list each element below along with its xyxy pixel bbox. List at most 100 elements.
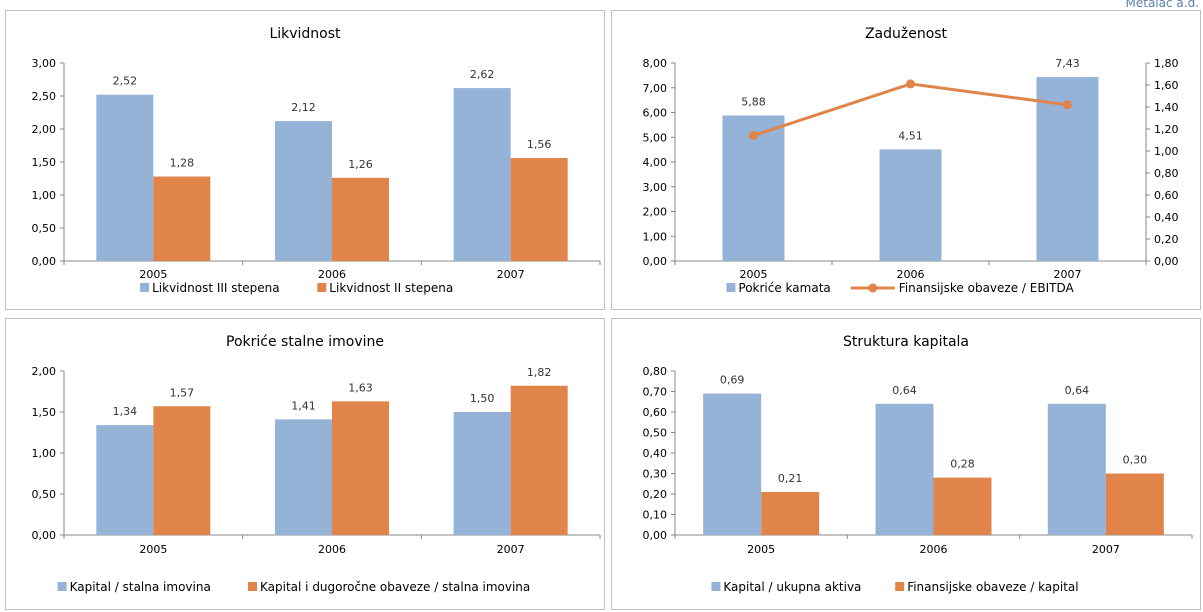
- data-label: 1,56: [527, 138, 552, 151]
- x-tick-label: 2006: [897, 268, 925, 281]
- legend-label: Kapital / stalna imovina: [70, 580, 211, 594]
- y2-tick-label: 1,80: [1154, 57, 1179, 70]
- y2-tick-label: 0,40: [1154, 211, 1179, 224]
- chart-svg: Likvidnost 0,00 0,50 1,00 1,50 2,00 2,50 3,00 20…: [32, 26, 601, 295]
- y-tick-label: 7,00: [643, 82, 668, 95]
- bar: [153, 176, 211, 261]
- bar: [332, 401, 389, 535]
- y-tick-label: 1,00: [32, 447, 57, 460]
- bar: [703, 393, 762, 535]
- line-series: [753, 82, 1068, 138]
- legend-swatch: [248, 582, 257, 591]
- bar: [332, 177, 389, 261]
- data-label: 4,51: [898, 129, 923, 142]
- y-tick-label: 2,50: [32, 90, 57, 103]
- x-tick-label: 2005: [139, 268, 167, 281]
- chart-svg: Zaduženost 0,00 1,00 2,00 3,00 4,00 5,00 6,00 7,…: [643, 26, 1179, 295]
- y-tick-label: 1,00: [643, 230, 668, 243]
- chart-svg: Struktura kapitala 0,00 0,10 0,20 0,30 0,40 0,…: [643, 334, 1193, 594]
- y-tick-label: 0,50: [643, 427, 668, 440]
- legend-swatch: [711, 582, 721, 591]
- bar: [153, 406, 211, 535]
- x-tick-label: 2006: [920, 543, 948, 556]
- legend-label: Kapital i dugoročne obaveze / stalna imo…: [260, 580, 530, 594]
- data-label: 2,62: [470, 68, 495, 81]
- bar: [453, 88, 511, 261]
- data-label: 0,30: [1123, 454, 1148, 467]
- data-label: 0,64: [1065, 384, 1090, 397]
- x-tick-label: 2005: [139, 543, 167, 556]
- y-tick-label: 1,50: [32, 156, 57, 169]
- y-tick-label: 0,30: [643, 468, 668, 481]
- legend-label: Likvidnost II stepena: [329, 281, 453, 295]
- chart-panel-pokrice: Pokriće stalne imovine 0,00 0,50 1,00 1,50 2,…: [5, 318, 605, 610]
- bar: [933, 477, 992, 535]
- chart-panel-likvidnost: Likvidnost 0,00 0,50 1,00 1,50 2,00 2,50 3,00 20…: [5, 10, 605, 310]
- data-label: 1,41: [291, 399, 316, 412]
- y2-tick-label: 0,20: [1154, 233, 1179, 246]
- bar: [510, 158, 568, 261]
- legend-swatch: [140, 283, 150, 292]
- y-tick-label: 0,50: [32, 222, 57, 235]
- legend-swatch: [317, 283, 327, 292]
- data-label: 0,21: [778, 472, 803, 485]
- y-tick-label: 0,70: [643, 386, 668, 399]
- bar: [453, 412, 511, 535]
- bar: [1105, 473, 1164, 535]
- line-point: [1063, 100, 1072, 110]
- y-tick-label: 0,00: [32, 255, 57, 268]
- y-tick-label: 2,00: [32, 365, 57, 378]
- bar: [275, 121, 332, 261]
- legend-swatch: [726, 283, 736, 292]
- y-tick-label: 0,40: [643, 447, 668, 460]
- x-tick-label: 2007: [1054, 268, 1082, 281]
- bar: [879, 149, 942, 261]
- x-tick-label: 2006: [318, 543, 346, 556]
- legend-swatch: [895, 582, 905, 591]
- bar: [96, 425, 154, 535]
- y-tick-label: 2,00: [643, 206, 668, 219]
- y2-tick-label: 1,00: [1154, 145, 1179, 158]
- legend-label: Finansijske obaveze / EBITDA: [899, 281, 1075, 295]
- y2-tick-label: 0,60: [1154, 189, 1179, 202]
- x-tick-label: 2007: [497, 543, 525, 556]
- y-tick-label: 0,50: [32, 488, 57, 501]
- chart-svg: Pokriće stalne imovine 0,00 0,50 1,00 1,50 2,…: [32, 334, 601, 594]
- x-tick-label: 2006: [318, 268, 346, 281]
- data-label: 1,82: [527, 366, 552, 379]
- x-tick-label: 2005: [747, 543, 775, 556]
- y-tick-label: 4,00: [643, 156, 668, 169]
- bar: [761, 491, 820, 535]
- x-tick-label: 2007: [497, 268, 525, 281]
- data-label: 1,26: [348, 158, 373, 171]
- y-tick-label: 1,00: [32, 189, 57, 202]
- legend-label: Likvidnost III stepena: [152, 281, 279, 295]
- y-tick-label: 8,00: [643, 57, 668, 70]
- y2-tick-label: 0,80: [1154, 167, 1179, 180]
- y-tick-label: 0,20: [643, 488, 668, 501]
- legend-label: Pokriće kamata: [738, 281, 830, 295]
- x-tick-label: 2007: [1092, 543, 1120, 556]
- bar: [875, 403, 934, 535]
- chart-title: Zaduženost: [865, 26, 948, 42]
- y-tick-label: 5,00: [643, 131, 668, 144]
- y-tick-label: 2,00: [32, 123, 57, 136]
- line-point: [749, 131, 758, 141]
- y-tick-label: 0,10: [643, 509, 668, 522]
- y-tick-label: 1,50: [32, 406, 57, 419]
- company-label: Metalac a.d.: [1125, 0, 1200, 10]
- chart-title: Likvidnost: [269, 26, 341, 42]
- y2-tick-label: 1,60: [1154, 79, 1179, 92]
- data-label: 5,88: [741, 95, 766, 108]
- y-tick-label: 0,00: [643, 255, 668, 268]
- chart-panel-struktura: Struktura kapitala 0,00 0,10 0,20 0,30 0,40 0,…: [611, 318, 1201, 610]
- data-label: 0,28: [950, 458, 975, 471]
- bar: [96, 94, 154, 262]
- y-tick-label: 0,00: [643, 529, 668, 542]
- bar: [275, 419, 332, 535]
- y-tick-label: 3,00: [32, 57, 57, 70]
- legend-label: Kapital / ukupna aktiva: [723, 580, 861, 594]
- y2-tick-label: 1,40: [1154, 101, 1179, 114]
- data-label: 1,50: [470, 392, 495, 405]
- bar: [510, 385, 568, 535]
